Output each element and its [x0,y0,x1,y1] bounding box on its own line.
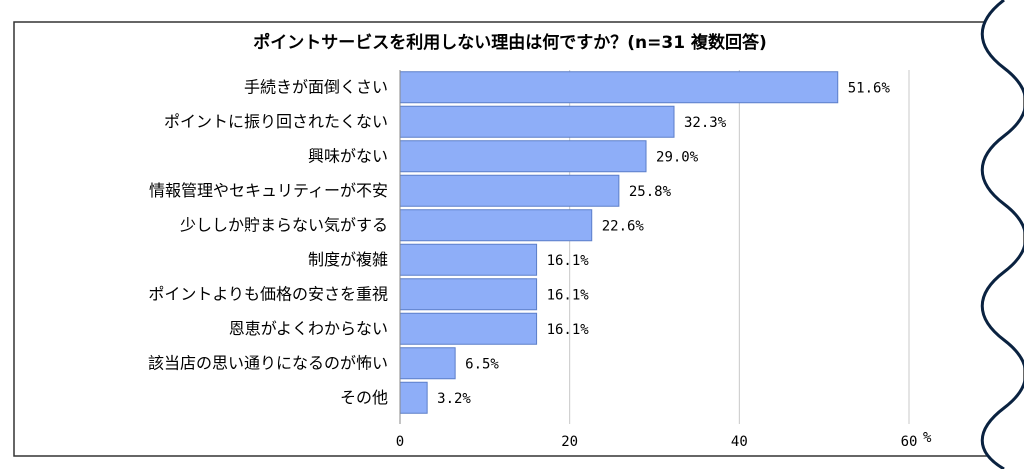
category-label: その他 [340,388,388,407]
bar [399,105,675,138]
x-tick-label: 60 [901,434,918,450]
category-label: 興味がない [308,146,388,165]
wavy-cut-line [980,0,1024,469]
data-label: 16.1% [547,322,590,338]
data-label: 16.1% [547,287,590,303]
label-layer: 手続きが面倒くさい 51.6% ポイントに振り回されたくない 32.3% 興味がない 29… [148,77,890,407]
data-label: 6.5% [465,356,499,372]
bar [399,140,647,173]
data-label: 25.8% [629,184,672,200]
bar [399,381,428,414]
data-label: 32.3% [684,115,727,131]
x-tick-label: 40 [731,434,748,450]
category-label: 手続きが面倒くさい [244,77,388,96]
data-label: 16.1% [547,253,590,269]
bar [399,243,538,276]
bar [399,71,839,104]
data-label: 3.2% [437,391,471,407]
bar [399,347,456,380]
x-tick-label: 0 [396,434,404,450]
bar-layer [399,71,839,414]
x-tick-label: 20 [561,434,578,450]
x-axis-unit: % [923,430,932,446]
data-label: 51.6% [848,80,891,96]
bar [399,278,538,311]
bar [399,312,538,345]
category-label: 恩恵がよくわからない [229,319,388,338]
category-label: 情報管理やセキュリティーが不安 [149,181,388,200]
data-label: 29.0% [656,149,699,165]
category-label: ポイントよりも価格の安さを重視 [148,284,388,303]
category-label: 該当店の思い通りになるのが怖い [148,353,388,372]
category-label: 制度が複雑 [308,250,388,269]
category-label: ポイントに振り回されたくない [164,112,388,131]
chart-title: ポイントサービスを利用しない理由は何ですか？(n=31 複数回答) [253,32,766,53]
category-label: 少ししか貯まらない気がする [180,215,388,234]
axis-layer: 0 20 40 60% [396,70,932,450]
bar [399,174,620,207]
bar [399,209,593,242]
data-label: 22.6% [602,218,645,234]
